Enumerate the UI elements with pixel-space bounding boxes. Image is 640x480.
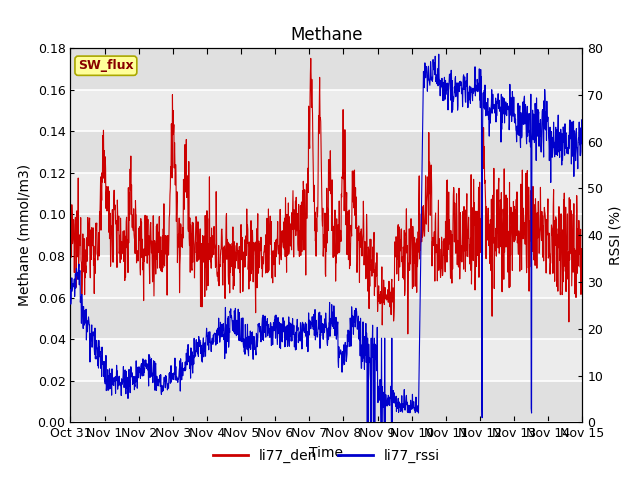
Title: Methane: Methane bbox=[290, 25, 363, 44]
Text: SW_flux: SW_flux bbox=[78, 59, 134, 72]
Bar bbox=[70, 173, 582, 215]
Bar bbox=[70, 215, 582, 256]
Bar bbox=[70, 339, 582, 381]
Bar bbox=[70, 381, 582, 422]
Y-axis label: Methane (mmol/m3): Methane (mmol/m3) bbox=[18, 164, 32, 306]
Bar bbox=[70, 48, 582, 90]
Y-axis label: RSSI (%): RSSI (%) bbox=[609, 205, 623, 265]
Legend: li77_den, li77_rssi: li77_den, li77_rssi bbox=[207, 443, 445, 468]
Bar bbox=[70, 298, 582, 339]
X-axis label: Time: Time bbox=[309, 446, 344, 460]
Bar bbox=[70, 256, 582, 298]
Bar bbox=[70, 90, 582, 131]
Bar bbox=[70, 131, 582, 173]
